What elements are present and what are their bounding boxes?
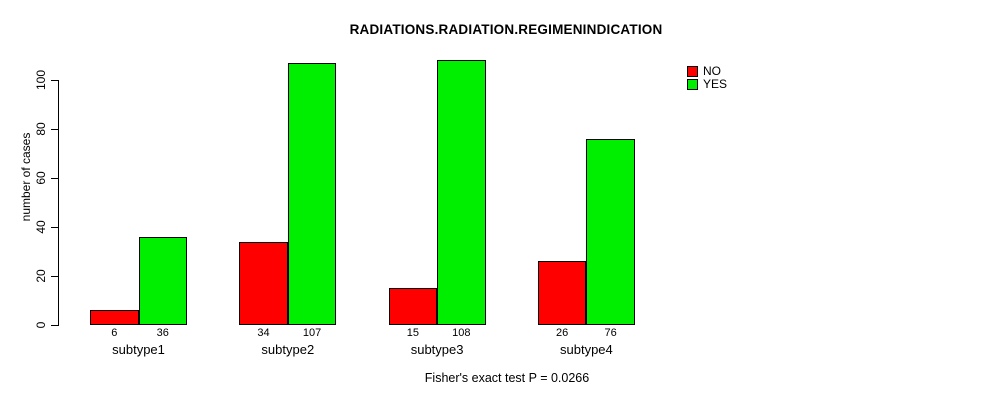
- bar-yes-subtype3: [437, 60, 486, 325]
- legend-item-yes: YES: [687, 78, 727, 91]
- bar-count-label: 107: [302, 327, 322, 339]
- bar-count-label: 34: [257, 327, 270, 339]
- category-label-subtype4: subtype4: [560, 342, 613, 357]
- y-tick: [51, 227, 58, 228]
- legend-swatch-no-icon: [687, 66, 698, 77]
- y-tick: [51, 80, 58, 81]
- y-tick: [51, 178, 58, 179]
- y-tick-label: 0: [34, 321, 48, 329]
- legend-swatch-yes-icon: [687, 79, 698, 90]
- bar-no-subtype3: [388, 288, 438, 325]
- y-tick: [51, 325, 58, 326]
- bar-no-subtype4: [537, 261, 587, 325]
- bar-count-label: 15: [406, 327, 419, 339]
- category-label-subtype2: subtype2: [261, 342, 315, 357]
- y-tick: [51, 129, 58, 130]
- y-axis-title: number of cases: [19, 132, 33, 222]
- bar-yes-subtype4: [586, 138, 635, 325]
- y-tick-label: 40: [34, 220, 48, 234]
- category-label-subtype3: subtype3: [410, 342, 464, 357]
- bar-count-label: 108: [452, 327, 471, 339]
- bar-yes-subtype2: [287, 62, 337, 325]
- bar-count-label: 6: [111, 327, 118, 339]
- y-tick: [51, 276, 58, 277]
- bar-count-label: 76: [604, 327, 617, 339]
- y-tick-label: 20: [34, 269, 48, 283]
- bar-no-subtype1: [90, 310, 139, 325]
- legend-label-yes: YES: [703, 77, 728, 91]
- footer-stat-text: Fisher's exact test P = 0.0266: [424, 371, 590, 385]
- legend-label-no: NO: [703, 64, 721, 78]
- category-label-subtype1: subtype1: [112, 342, 165, 357]
- bar-yes-subtype1: [138, 236, 187, 325]
- legend: NO YES: [687, 65, 727, 91]
- y-tick-label: 80: [34, 122, 48, 136]
- bar-no-subtype2: [239, 241, 288, 325]
- bar-count-label: 26: [556, 327, 569, 339]
- legend-item-no: NO: [687, 65, 727, 78]
- y-tick-label: 60: [34, 171, 48, 185]
- bar-count-label: 36: [156, 327, 169, 339]
- y-axis-line: [58, 80, 59, 326]
- chart-title: RADIATIONS.RADIATION.REGIMENINDICATION: [349, 22, 663, 37]
- y-tick-label: 100: [34, 69, 48, 91]
